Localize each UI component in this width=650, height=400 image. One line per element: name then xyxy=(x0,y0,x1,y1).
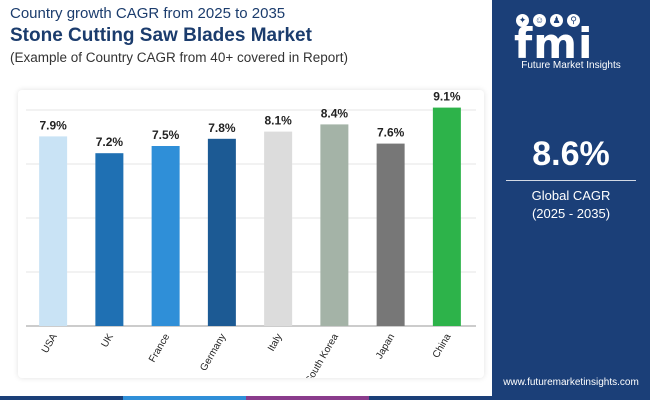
bar-usa xyxy=(39,136,68,326)
search-icon: ⚲ xyxy=(567,14,580,27)
fmi-logo: ✦ ☺ ♟ ⚲ fmi Future Market Insights xyxy=(492,6,650,76)
strip-segment-2 xyxy=(123,396,246,400)
x-tick-label: UK xyxy=(99,332,116,350)
x-tick-label: China xyxy=(431,332,454,361)
chart-subtitle-top: Country growth CAGR from 2025 to 2035 xyxy=(10,5,286,22)
x-tick-label: South Korea xyxy=(304,332,342,378)
people-icon: ♟ xyxy=(550,14,563,27)
logo-icon-row: ✦ ☺ ♟ ⚲ xyxy=(516,14,580,27)
x-tick-label: Japan xyxy=(374,332,397,361)
data-label: 7.9% xyxy=(39,118,67,132)
bar-japan xyxy=(376,143,405,326)
sidebar-panel: ✦ ☺ ♟ ⚲ fmi Future Market Insights 8.6% … xyxy=(492,0,650,400)
bar-germany xyxy=(207,138,236,326)
logo-letters: fmi xyxy=(514,19,594,68)
data-label: 7.6% xyxy=(377,126,405,140)
global-cagr-range: (2025 - 2035) xyxy=(531,206,611,221)
smile-icon: ☺ xyxy=(533,14,546,27)
global-cagr-value: 8.6% xyxy=(532,135,610,173)
bar-chart: 7.9% USA 7.2% UK 7.5% France 7.8% Germany 8.1% It… xyxy=(26,90,476,378)
lightbulb-icon: ✦ xyxy=(516,14,529,27)
x-tick-label: Italy xyxy=(266,332,285,353)
strip-segment-3 xyxy=(246,396,369,400)
header: Country growth CAGR from 2025 to 2035 St… xyxy=(10,4,490,67)
x-tick-label: USA xyxy=(40,332,60,356)
bottom-color-strip xyxy=(0,396,492,400)
data-label: 7.8% xyxy=(208,121,236,135)
data-label: 8.1% xyxy=(264,114,292,128)
chart-title: Stone Cutting Saw Blades Market xyxy=(10,25,312,46)
data-label: 9.1% xyxy=(433,90,461,104)
data-label: 7.5% xyxy=(152,128,180,142)
bar-uk xyxy=(95,153,124,326)
bar-france xyxy=(151,146,180,326)
strip-segment-1 xyxy=(0,396,123,400)
data-label: 8.4% xyxy=(321,106,349,120)
x-tick-label: Germany xyxy=(198,332,228,373)
chart-panel: 7.9% USA 7.2% UK 7.5% France 7.8% Germany 8.1% It… xyxy=(18,90,484,378)
strip-segment-4 xyxy=(369,396,492,400)
website-link[interactable]: www.futuremarketinsights.com xyxy=(503,377,639,388)
data-label: 7.2% xyxy=(96,135,124,149)
global-cagr-label: Global CAGR xyxy=(531,188,611,203)
x-tick-label: France xyxy=(147,332,172,365)
cagr-divider xyxy=(506,180,636,181)
logo-company-name: Future Market Insights xyxy=(521,60,621,71)
bar-south-korea xyxy=(320,124,349,327)
chart-subtitle-bottom: (Example of Country CAGR from 40+ covere… xyxy=(10,50,349,65)
bar-italy xyxy=(264,131,293,326)
bar-china xyxy=(432,107,461,326)
